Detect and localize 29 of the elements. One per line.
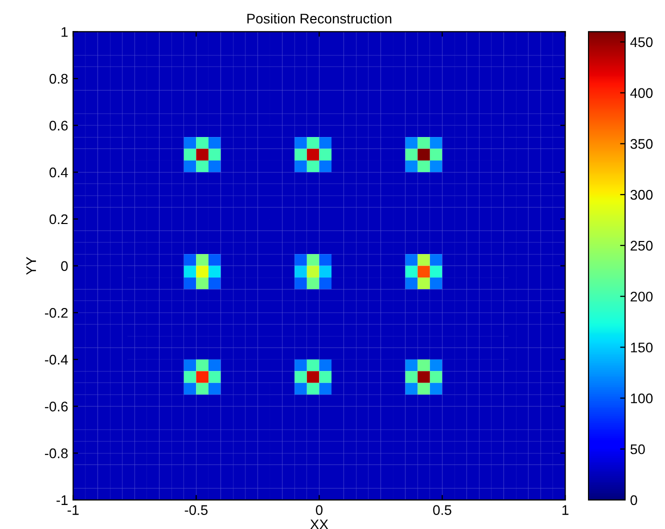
color-bar-label: 350 xyxy=(630,139,653,149)
y-tick-label: 0.8 xyxy=(50,74,68,84)
y-tick-label: 0.6 xyxy=(50,120,68,131)
y-tick-label: 1 xyxy=(62,27,68,37)
color-bar-label: 250 xyxy=(630,240,653,251)
color-bar-label: 50 xyxy=(630,444,645,454)
color-bar-label: 100 xyxy=(631,393,653,404)
x-axis-title: XX xyxy=(310,520,328,529)
chart-title: Position Reconstruction xyxy=(247,13,392,24)
color-bar-label: 0 xyxy=(630,495,638,506)
y-tick-label: 0.2 xyxy=(50,214,68,224)
color-bar-label: 400 xyxy=(630,88,653,98)
y-axis-title: YY xyxy=(26,256,36,275)
y-tick-label: -0.4 xyxy=(44,354,68,365)
x-tick-label: 1 xyxy=(562,505,568,515)
y-tick-label: -0.8 xyxy=(44,448,68,458)
x-tick-label: -0.5 xyxy=(184,505,208,515)
x-tick-label: 0 xyxy=(316,505,323,515)
color-bar-label: 200 xyxy=(630,292,653,302)
y-tick-label: -0.2 xyxy=(44,308,68,318)
y-tick-label: 0.4 xyxy=(50,168,68,178)
y-tick-label: -0.6 xyxy=(44,402,68,412)
color-bar-label: 150 xyxy=(631,342,653,352)
y-tick-label: -1 xyxy=(56,495,68,505)
x-tick-label: 0.5 xyxy=(433,505,452,515)
y-tick-label: 0 xyxy=(61,261,68,271)
color-bar-label: 300 xyxy=(630,190,653,200)
color-bar-label: 450 xyxy=(630,37,653,48)
x-tick-label: -1 xyxy=(68,505,79,515)
